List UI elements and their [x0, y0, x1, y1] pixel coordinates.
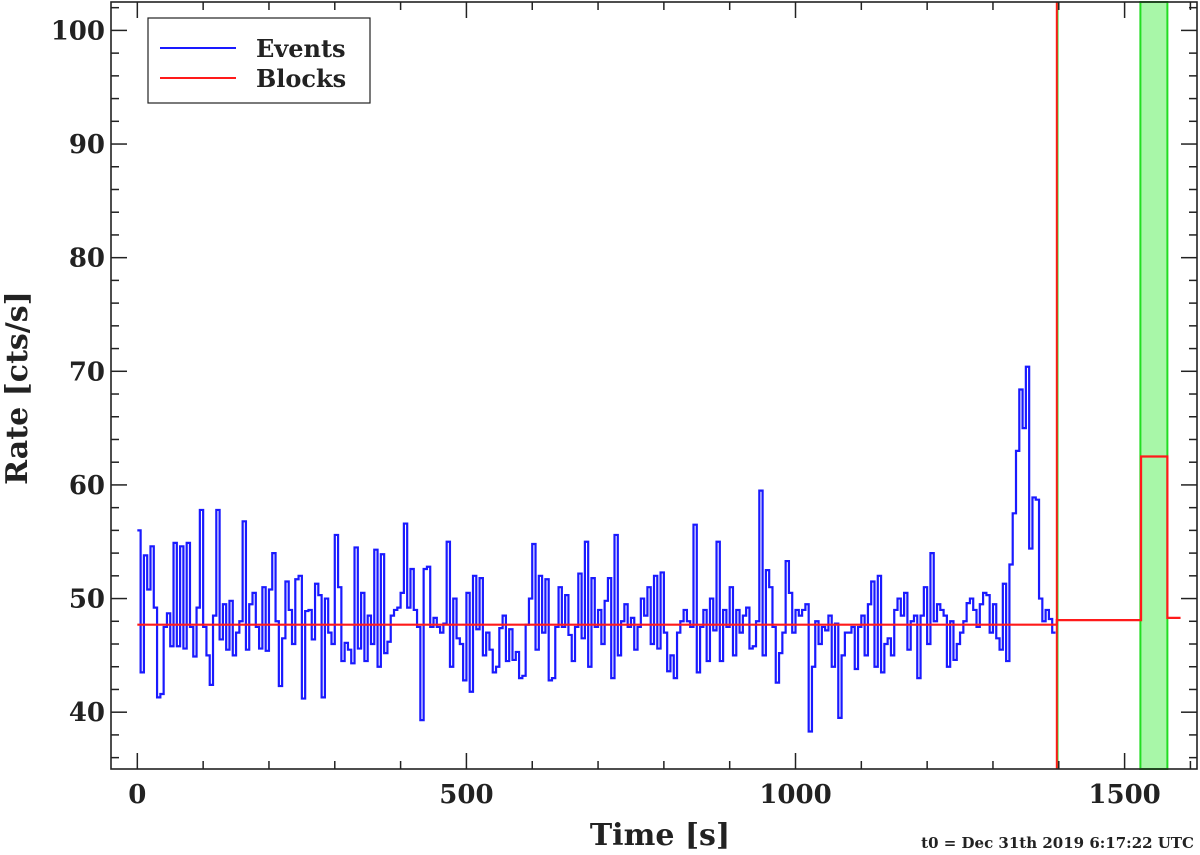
y-tick-label: 90 [69, 130, 105, 160]
highlight-interval [1139, 1, 1169, 770]
x-tick-label: 1500 [1088, 780, 1160, 810]
legend-label-events: Events [256, 34, 346, 63]
x-tick-label: 0 [128, 780, 146, 810]
y-tick-label: 70 [69, 357, 105, 387]
y-tick-label: 40 [69, 698, 105, 728]
series-events-line [137, 365, 1056, 733]
legend: Events Blocks [147, 17, 371, 104]
x-axis-title: Time [s] [590, 818, 730, 853]
x-tick-label: 500 [439, 780, 493, 810]
legend-box [147, 17, 371, 104]
x-tick-label: 1000 [759, 780, 831, 810]
legend-label-blocks: Blocks [256, 64, 346, 93]
time-origin-footnote: t0 = Dec 31th 2019 6:17:22 UTC [921, 834, 1194, 852]
series-blocks-line [137, 455, 1181, 626]
plot-frame [110, 1, 1198, 770]
y-axis-title: Rate [cts/s] [0, 291, 35, 485]
y-tick-label: 50 [69, 585, 105, 615]
y-tick-label: 60 [69, 471, 105, 501]
y-tick-label: 80 [69, 244, 105, 274]
series-layer [137, 365, 1181, 733]
y-tick-label: 100 [51, 16, 105, 46]
interval-markers [1055, 1, 1169, 770]
axis-ticks: 0 500 1000 1500 40 50 60 70 80 90 100 [51, 2, 1197, 810]
